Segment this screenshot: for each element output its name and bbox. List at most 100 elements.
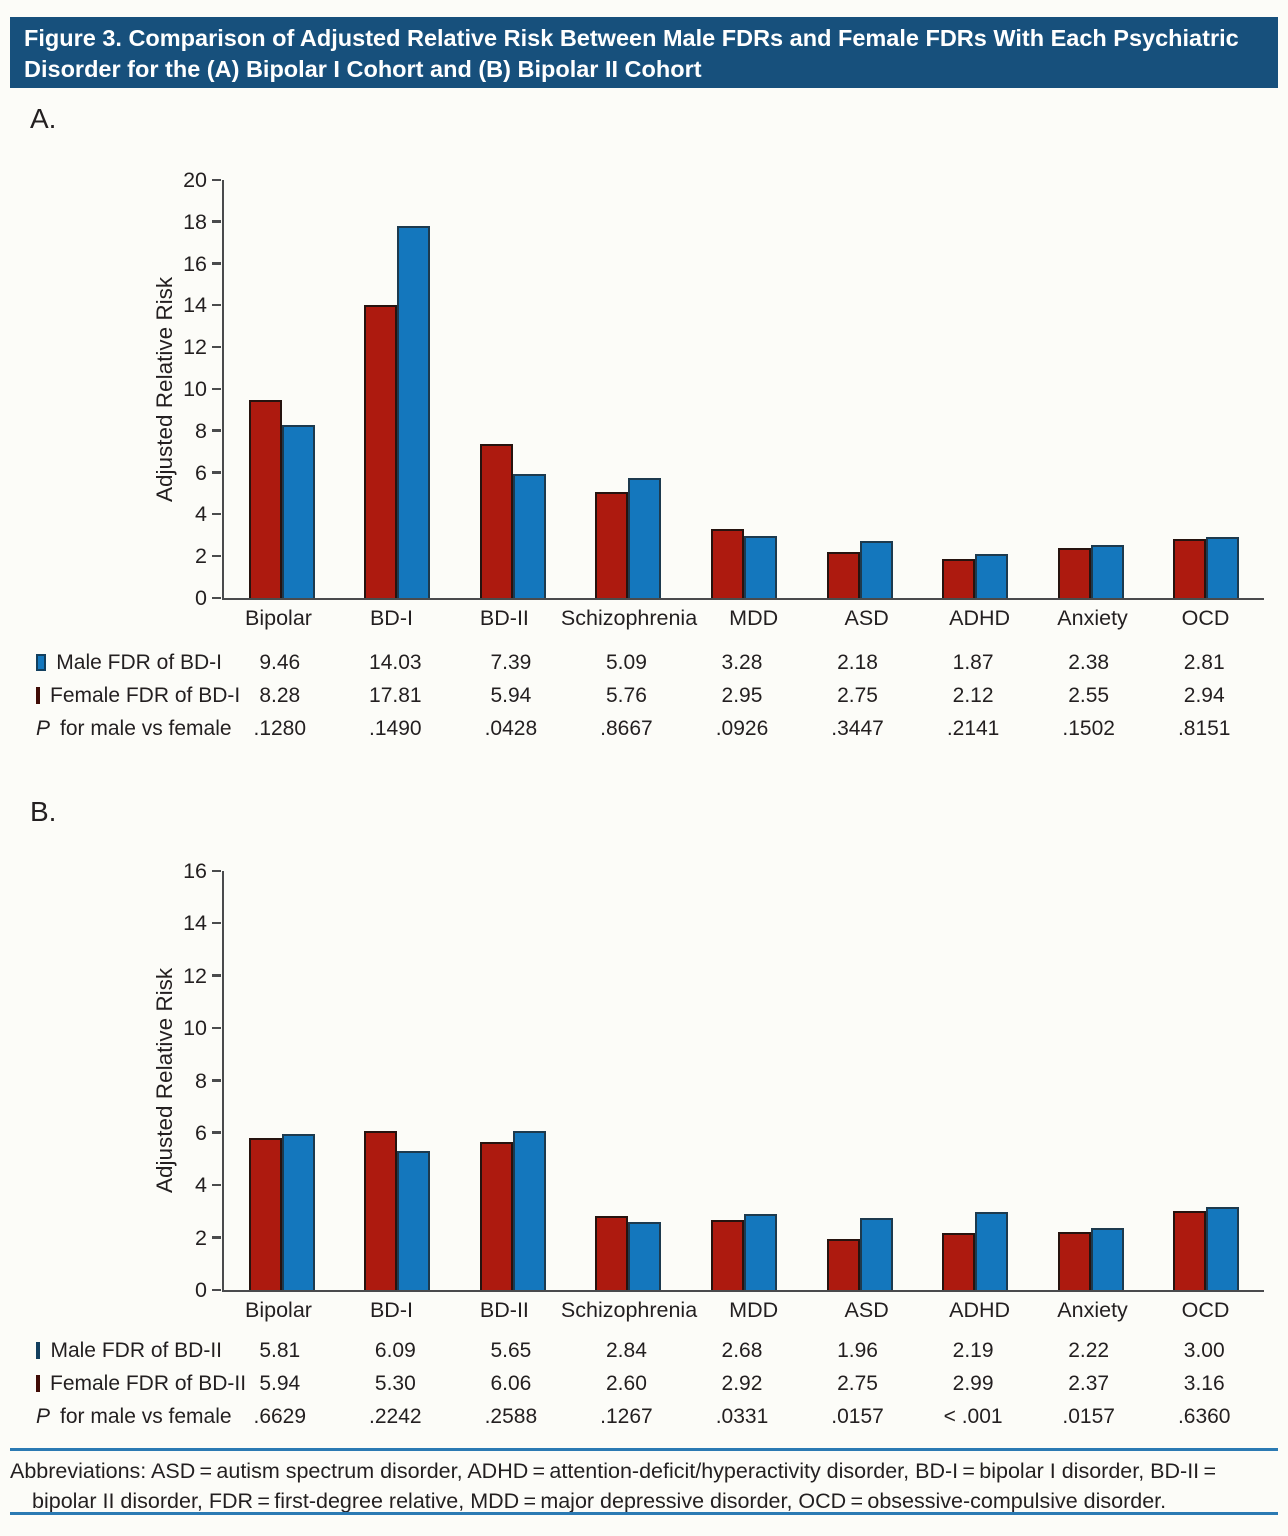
bar-group	[595, 871, 662, 1290]
abbreviations-note: Abbreviations: ASD = autism spectrum dis…	[10, 1459, 1221, 1513]
table-value: 2.60	[606, 1371, 647, 1395]
x-category-label: ASD	[844, 1298, 889, 1322]
table-value: 2.19	[952, 1338, 994, 1362]
y-tick-mark	[212, 345, 221, 349]
right-bar	[1206, 536, 1240, 598]
table-value: 2.92	[721, 1371, 763, 1395]
y-tick-label: 2	[195, 1225, 207, 1250]
bar-group	[826, 871, 893, 1290]
x-category-label: BD-II	[479, 1298, 529, 1322]
bar-group	[942, 871, 1009, 1290]
bar-group	[1173, 871, 1240, 1290]
y-tick-label: 20	[183, 168, 207, 192]
panel-b-data-table: Male FDR of BD-II 5.81 6.09 5.65 2.84 2.68 1.9…	[36, 1334, 1262, 1433]
table-value: 6.06	[490, 1371, 532, 1395]
p-value: .8667	[600, 716, 653, 740]
table-value: 2.99	[952, 1371, 994, 1395]
x-category-label: MDD	[729, 606, 779, 630]
table-value: 3.16	[1183, 1371, 1225, 1395]
legend-square-icon	[36, 1375, 40, 1392]
x-category-label: OCD	[1181, 1298, 1230, 1322]
series-name: Female FDR of BD-I	[50, 683, 241, 707]
bar-group	[479, 180, 546, 598]
right-bar	[281, 424, 315, 598]
table-value: 1.87	[952, 650, 994, 674]
left-bar	[826, 552, 860, 598]
right-bar	[281, 1134, 315, 1290]
left-bar	[711, 529, 744, 598]
legend-square-icon	[36, 654, 47, 671]
y-tick-label: 10	[183, 1016, 207, 1041]
left-bar	[479, 443, 513, 598]
y-tick-mark	[212, 921, 221, 925]
left-bar	[248, 1137, 282, 1290]
y-tick-label: 8	[195, 418, 207, 443]
p-value: < .001	[943, 1404, 1003, 1428]
left-bar	[942, 1232, 976, 1290]
y-tick-mark	[212, 1131, 221, 1134]
y-tick-label: 16	[183, 859, 207, 883]
table-value: 2.81	[1183, 650, 1225, 674]
p-value: .2242	[369, 1404, 422, 1428]
x-category-label: BD-II	[479, 606, 529, 630]
p-value: .2588	[484, 1404, 538, 1428]
plot-area: 0 2 4 6 8 10 12 14 16	[183, 859, 1264, 1302]
bar-group	[711, 871, 777, 1290]
y-tick-mark	[212, 974, 221, 977]
left-bar	[479, 1142, 513, 1290]
x-category-label: MDD	[729, 1298, 779, 1322]
series-row: Male FDR of BD-II 5.81 6.09 5.65 2.84 2.68 1.9…	[36, 1334, 1262, 1367]
y-tick-mark	[212, 471, 221, 474]
table-value: 5.30	[374, 1371, 416, 1395]
x-category-label: ASD	[844, 606, 889, 630]
y-tick-mark	[212, 869, 221, 872]
table-value: 14.03	[369, 650, 422, 674]
left-bar	[1057, 548, 1091, 598]
table-value: 3.00	[1183, 1338, 1225, 1362]
series-label: Female FDR of BD-I	[36, 684, 240, 708]
p-value: .1502	[1062, 716, 1115, 740]
y-axis-title: Adjusted Relative Risk	[152, 276, 177, 502]
y-tick-label: 18	[183, 209, 207, 234]
p-value: .3447	[831, 716, 884, 740]
y-tick-label: 6	[195, 460, 207, 485]
left-bar	[942, 558, 976, 598]
x-category-label: OCD	[1181, 606, 1230, 630]
series-name: Male FDR of BD-I	[56, 650, 222, 674]
y-axis-title: Adjusted Relative Risk	[152, 967, 177, 1194]
y-tick-label: 12	[183, 335, 207, 360]
p-row-label: P for male vs female	[36, 1404, 232, 1428]
divider-rule-top	[10, 1448, 1278, 1451]
bar-group	[364, 871, 431, 1290]
table-value: 2.95	[721, 683, 763, 707]
table-value: 2.12	[952, 683, 994, 707]
right-bar	[859, 540, 893, 598]
panel-b-label: B.	[30, 796, 57, 827]
y-tick-mark	[212, 304, 221, 307]
legend-square-icon	[36, 1342, 41, 1359]
y-tick-mark	[212, 178, 221, 181]
left-bar	[248, 400, 282, 598]
x-category-label: Schizophrenia	[560, 1298, 698, 1322]
y-tick-label: 0	[195, 1278, 207, 1302]
p-value-row: P for male vs female .6629 .2242 .2588 .1267…	[36, 1400, 1262, 1433]
bar-group	[1057, 180, 1124, 598]
x-category-labels: Bipolar BD-I BD-II Schizophrenia MDD ASD ADHD A…	[222, 1298, 1262, 1323]
p-value: .6629	[253, 1404, 307, 1428]
y-tick-mark	[212, 1236, 221, 1239]
series-label: Male FDR of BD-I	[36, 651, 222, 675]
table-value: 7.39	[490, 650, 532, 674]
right-bar	[744, 536, 777, 598]
y-tick-label: 6	[195, 1120, 207, 1145]
x-category-label: Bipolar	[245, 1298, 312, 1322]
right-bar	[1206, 1207, 1240, 1290]
right-bar	[975, 553, 1009, 598]
y-tick-mark	[212, 596, 221, 599]
legend-square-icon	[36, 687, 40, 704]
table-value: 5.94	[259, 1371, 301, 1395]
p-row-label: P for male vs female	[36, 716, 232, 740]
panel-a-label: A.	[30, 103, 57, 134]
y-tick-label: 12	[183, 963, 207, 988]
right-bar	[1090, 544, 1124, 598]
